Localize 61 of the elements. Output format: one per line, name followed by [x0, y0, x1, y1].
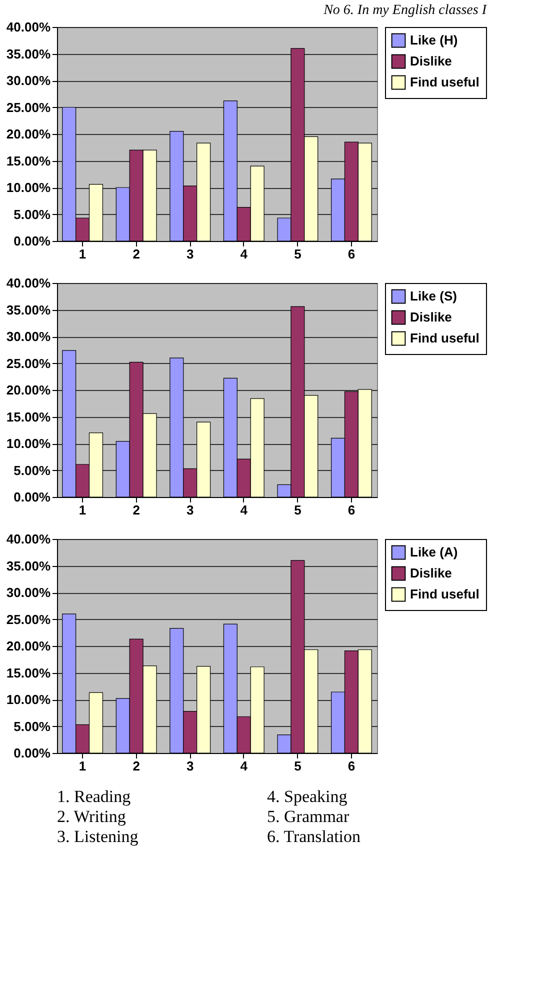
legend-label: Dislike — [410, 310, 452, 324]
x-tick-label: 3 — [186, 246, 194, 262]
y-tick-label: 40.00% — [6, 276, 51, 290]
text: 2. Writing — [57, 807, 126, 826]
y-tick-label: 0.00% — [14, 490, 51, 504]
legend-label: Find useful — [410, 586, 480, 602]
legend-label: Find useful — [410, 330, 480, 346]
legend-label: Like (S) — [410, 288, 457, 304]
x-tick-label: 4 — [240, 758, 248, 774]
x-tick-label: 5 — [294, 246, 302, 262]
legend-label: Like (H) — [410, 32, 458, 48]
y-tick-label: 10.00% — [6, 436, 51, 451]
text: 5. Grammar — [267, 807, 350, 826]
y-tick-label: 0.00% — [14, 746, 51, 760]
text: 1. Reading — [57, 787, 132, 806]
text: 4. Speaking — [267, 787, 348, 806]
y-tick-label: 5.00% — [14, 462, 51, 478]
legend-label: Dislike — [410, 54, 452, 68]
y-tick-label: 40.00% — [6, 532, 51, 546]
x-tick-label: 5 — [294, 502, 302, 518]
y-tick-label: 30.00% — [6, 329, 51, 344]
text: 3. Listening — [57, 827, 139, 846]
x-tick-label: 2 — [132, 246, 140, 262]
y-tick-label: 0.00% — [14, 234, 51, 248]
x-tick-label: 2 — [132, 502, 140, 518]
x-tick-label: 3 — [186, 502, 194, 518]
x-tick-label: 5 — [294, 758, 302, 774]
x-tick-label: 6 — [348, 758, 356, 774]
legend-label: Find useful — [410, 74, 480, 90]
y-tick-label: 5.00% — [14, 718, 51, 734]
chart-title: No 6. In my English classes I — [322, 3, 488, 18]
x-tick-label: 1 — [78, 246, 86, 262]
x-tick-label: 4 — [240, 502, 248, 518]
y-tick-label: 20.00% — [6, 126, 51, 142]
x-tick-label: 2 — [132, 758, 140, 774]
legend-label: Dislike — [410, 566, 452, 580]
x-tick-label: 1 — [78, 758, 86, 774]
y-tick-label: 25.00% — [6, 356, 51, 371]
y-tick-label: 10.00% — [6, 180, 51, 195]
x-tick-label: 1 — [78, 502, 86, 518]
y-tick-label: 25.00% — [6, 612, 51, 627]
text: 6. Translation — [267, 827, 362, 846]
x-tick-label: 4 — [240, 246, 248, 262]
y-tick-label: 15.00% — [6, 665, 51, 680]
y-tick-label: 15.00% — [6, 153, 51, 168]
y-tick-label: 5.00% — [14, 206, 51, 222]
y-tick-label: 10.00% — [6, 692, 51, 707]
y-tick-label: 35.00% — [6, 46, 51, 62]
y-tick-label: 35.00% — [6, 302, 51, 318]
y-tick-label: 25.00% — [6, 100, 51, 115]
y-tick-label: 40.00% — [6, 20, 51, 34]
y-tick-label: 20.00% — [6, 382, 51, 398]
y-tick-label: 15.00% — [6, 409, 51, 424]
y-tick-label: 30.00% — [6, 585, 51, 600]
legend-label: Like (A) — [410, 544, 458, 560]
x-tick-label: 6 — [348, 502, 356, 518]
y-tick-label: 35.00% — [6, 558, 51, 574]
y-tick-label: 20.00% — [6, 638, 51, 654]
x-tick-label: 3 — [186, 758, 194, 774]
y-tick-label: 30.00% — [6, 73, 51, 88]
x-tick-label: 6 — [348, 246, 356, 262]
